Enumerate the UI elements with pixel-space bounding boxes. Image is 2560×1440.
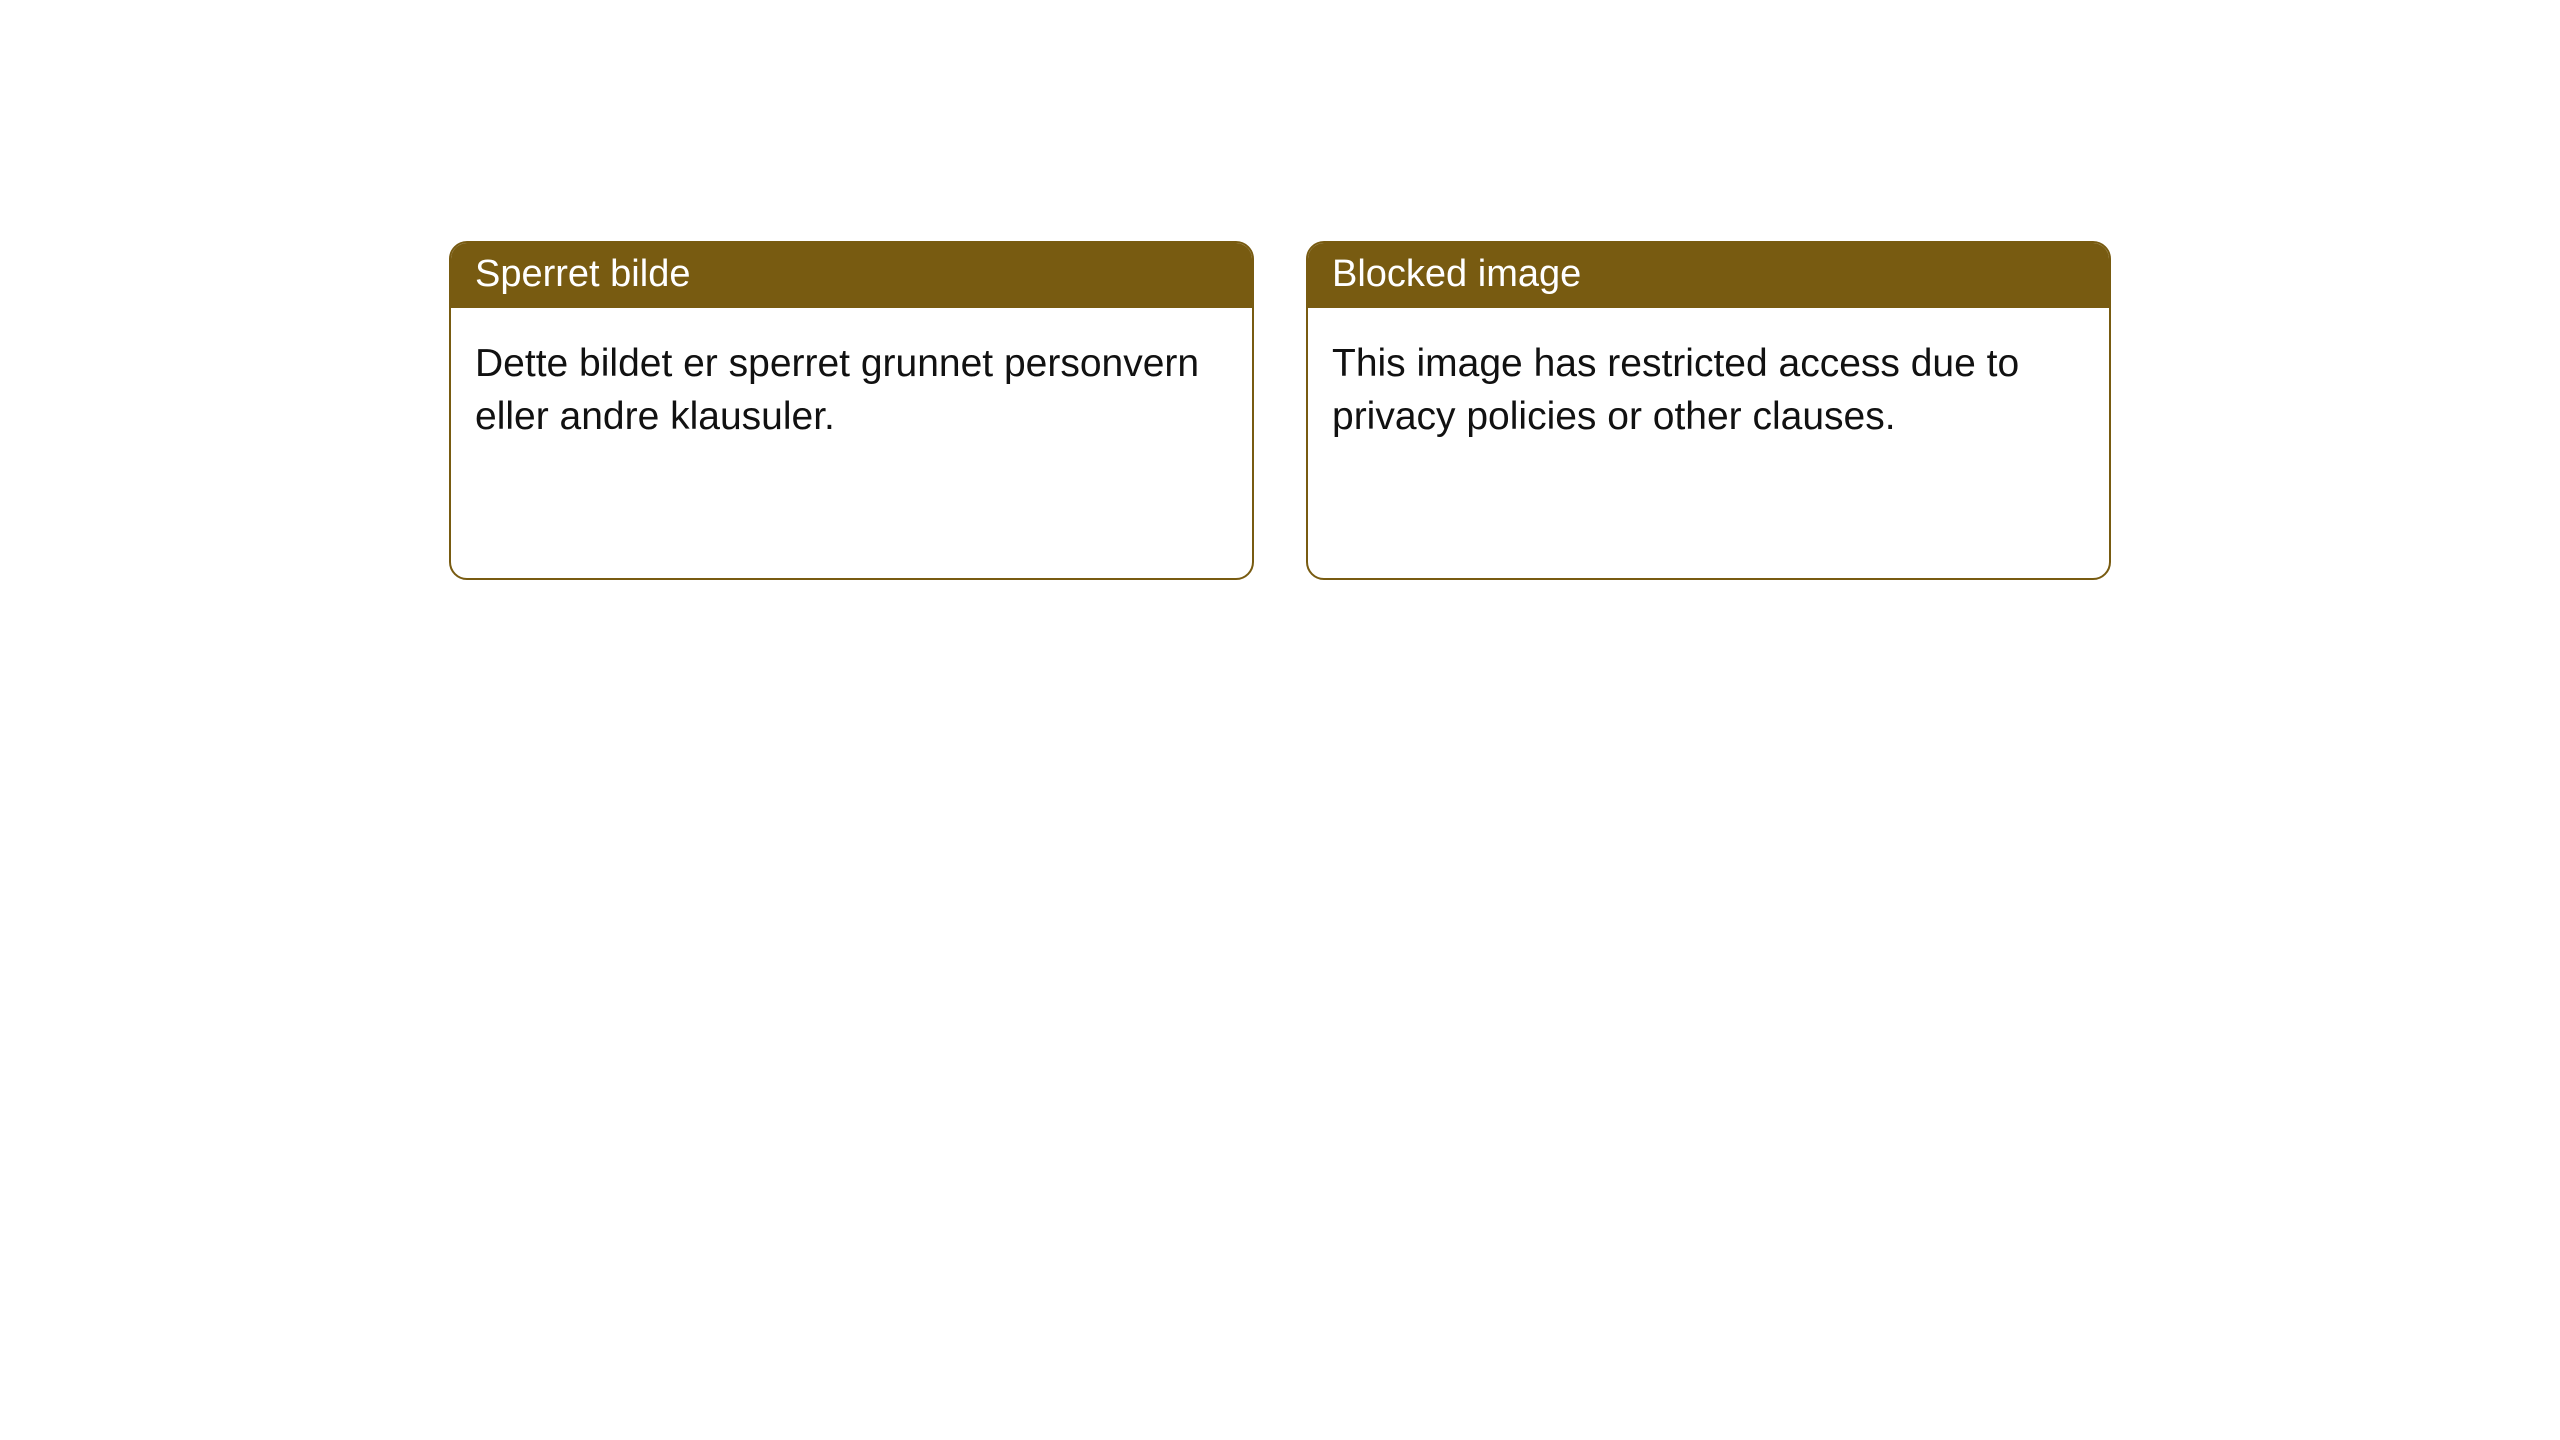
- card-header-english: Blocked image: [1308, 243, 2109, 308]
- blocked-image-card-norwegian: Sperret bilde Dette bildet er sperret gr…: [449, 241, 1254, 580]
- card-header-norwegian: Sperret bilde: [451, 243, 1252, 308]
- card-body-english: This image has restricted access due to …: [1308, 308, 2109, 473]
- card-body-norwegian: Dette bildet er sperret grunnet personve…: [451, 308, 1252, 473]
- blocked-image-card-english: Blocked image This image has restricted …: [1306, 241, 2111, 580]
- notice-cards-container: Sperret bilde Dette bildet er sperret gr…: [0, 0, 2560, 580]
